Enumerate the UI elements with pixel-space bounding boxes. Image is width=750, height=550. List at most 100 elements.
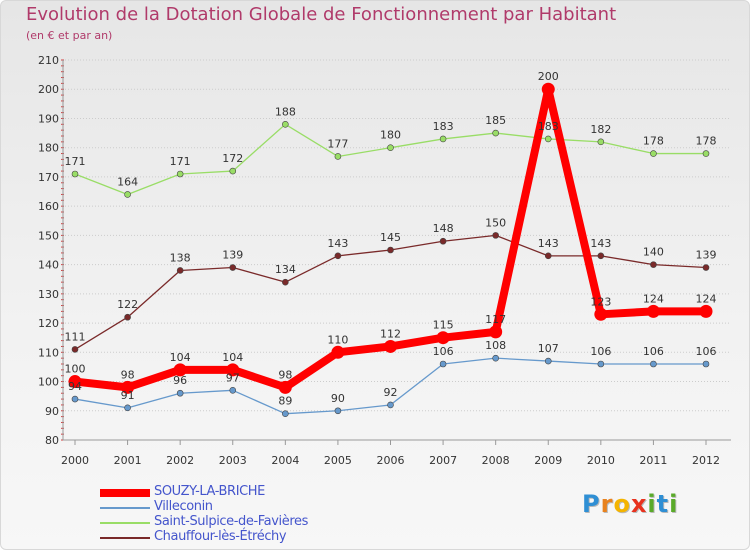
data-label: 143 xyxy=(538,237,559,250)
data-label: 112 xyxy=(380,327,401,340)
x-tick-label: 2001 xyxy=(114,454,142,467)
y-tick-label: 130 xyxy=(38,288,59,301)
data-point xyxy=(594,307,608,321)
data-label: 180 xyxy=(380,129,401,142)
chart-title: Evolution de la Dotation Globale de Fonc… xyxy=(26,4,617,25)
y-tick-label: 170 xyxy=(38,171,59,184)
data-label: 185 xyxy=(485,114,506,127)
logo-letter: r xyxy=(600,490,614,518)
data-label: 145 xyxy=(380,231,401,244)
y-tick-label: 140 xyxy=(38,259,59,272)
data-point xyxy=(492,129,499,137)
data-label: 139 xyxy=(222,249,243,262)
data-point xyxy=(278,380,292,394)
y-tick-label: 90 xyxy=(45,405,59,418)
data-point xyxy=(387,401,394,409)
data-point xyxy=(439,135,447,143)
data-point xyxy=(544,252,552,260)
grid-layer xyxy=(65,59,731,441)
data-point xyxy=(173,363,187,377)
y-tick-label: 120 xyxy=(38,317,59,330)
axis-layer: 8090100110120130140150160170180190200210… xyxy=(38,54,731,467)
line-chart: 8090100110120130140150160170180190200210… xyxy=(38,54,731,467)
data-point xyxy=(492,232,499,239)
data-label: 124 xyxy=(643,292,664,305)
x-tick-label: 2012 xyxy=(692,454,720,467)
y-tick-label: 180 xyxy=(38,142,59,155)
data-label: 177 xyxy=(327,137,348,150)
series-layer xyxy=(68,82,713,417)
y-tick-label: 200 xyxy=(38,83,59,96)
data-point xyxy=(650,150,657,157)
logo-letter: P xyxy=(582,490,601,518)
data-point xyxy=(176,389,184,397)
y-tick-label: 160 xyxy=(38,200,59,213)
data-label: 90 xyxy=(331,392,345,405)
data-point xyxy=(384,339,397,353)
data-label: 140 xyxy=(643,246,664,259)
data-point xyxy=(702,360,710,368)
data-point xyxy=(387,144,394,151)
proxiti-logo: Proxiti xyxy=(582,490,678,518)
data-label: 106 xyxy=(643,345,664,358)
data-label: 122 xyxy=(117,298,138,311)
data-label: 164 xyxy=(117,175,138,188)
data-point xyxy=(702,264,710,271)
data-point xyxy=(334,252,342,260)
data-label: 111 xyxy=(65,330,86,343)
legend-swatch xyxy=(100,489,150,497)
data-label: 143 xyxy=(327,237,348,250)
data-point xyxy=(124,191,131,198)
data-label: 98 xyxy=(278,368,292,381)
y-tick-label: 100 xyxy=(38,376,59,389)
data-point xyxy=(439,360,447,368)
data-label: 106 xyxy=(696,345,717,358)
data-point xyxy=(229,264,237,271)
data-point xyxy=(436,331,450,345)
legend-label: SOUZY-LA-BRICHE xyxy=(154,484,265,499)
data-point xyxy=(597,252,605,260)
data-label: 107 xyxy=(538,342,559,355)
x-tick-label: 2003 xyxy=(219,454,247,467)
data-point xyxy=(699,304,713,318)
y-tick-label: 150 xyxy=(38,229,59,242)
data-point xyxy=(71,170,79,178)
data-point xyxy=(334,153,342,160)
data-label: 92 xyxy=(384,386,398,399)
data-label: 200 xyxy=(538,70,559,83)
data-point xyxy=(650,360,657,368)
data-label: 183 xyxy=(538,120,559,133)
data-label: 171 xyxy=(65,155,86,168)
data-point xyxy=(492,354,499,362)
data-label: 94 xyxy=(68,380,82,393)
data-point xyxy=(229,167,237,175)
x-tick-label: 2010 xyxy=(587,454,615,467)
data-point xyxy=(176,170,184,178)
data-label: 138 xyxy=(170,251,191,264)
data-label: 123 xyxy=(590,295,611,308)
logo-letter: i xyxy=(647,490,657,518)
data-point xyxy=(124,313,131,321)
legend-label: Chauffour-lès-Étréchy xyxy=(154,529,287,544)
data-label: 148 xyxy=(433,222,454,235)
data-point xyxy=(544,135,552,143)
legend-swatch xyxy=(100,507,150,509)
data-point xyxy=(489,325,503,339)
data-label: 89 xyxy=(278,395,292,408)
data-label: 150 xyxy=(485,216,506,229)
data-label: 171 xyxy=(170,155,191,168)
legend-label: Saint-Sulpice-de-Favières xyxy=(154,514,308,529)
data-point xyxy=(229,387,237,394)
data-point xyxy=(650,261,657,268)
data-label: 143 xyxy=(590,237,611,250)
data-point xyxy=(387,246,394,254)
data-point xyxy=(282,278,289,286)
logo-letter: x xyxy=(630,490,648,518)
data-point xyxy=(597,138,605,146)
logo-letter: o xyxy=(613,490,631,518)
data-point xyxy=(176,267,184,274)
x-tick-label: 2009 xyxy=(534,454,562,467)
data-label: 178 xyxy=(643,135,664,148)
data-point xyxy=(597,360,605,368)
